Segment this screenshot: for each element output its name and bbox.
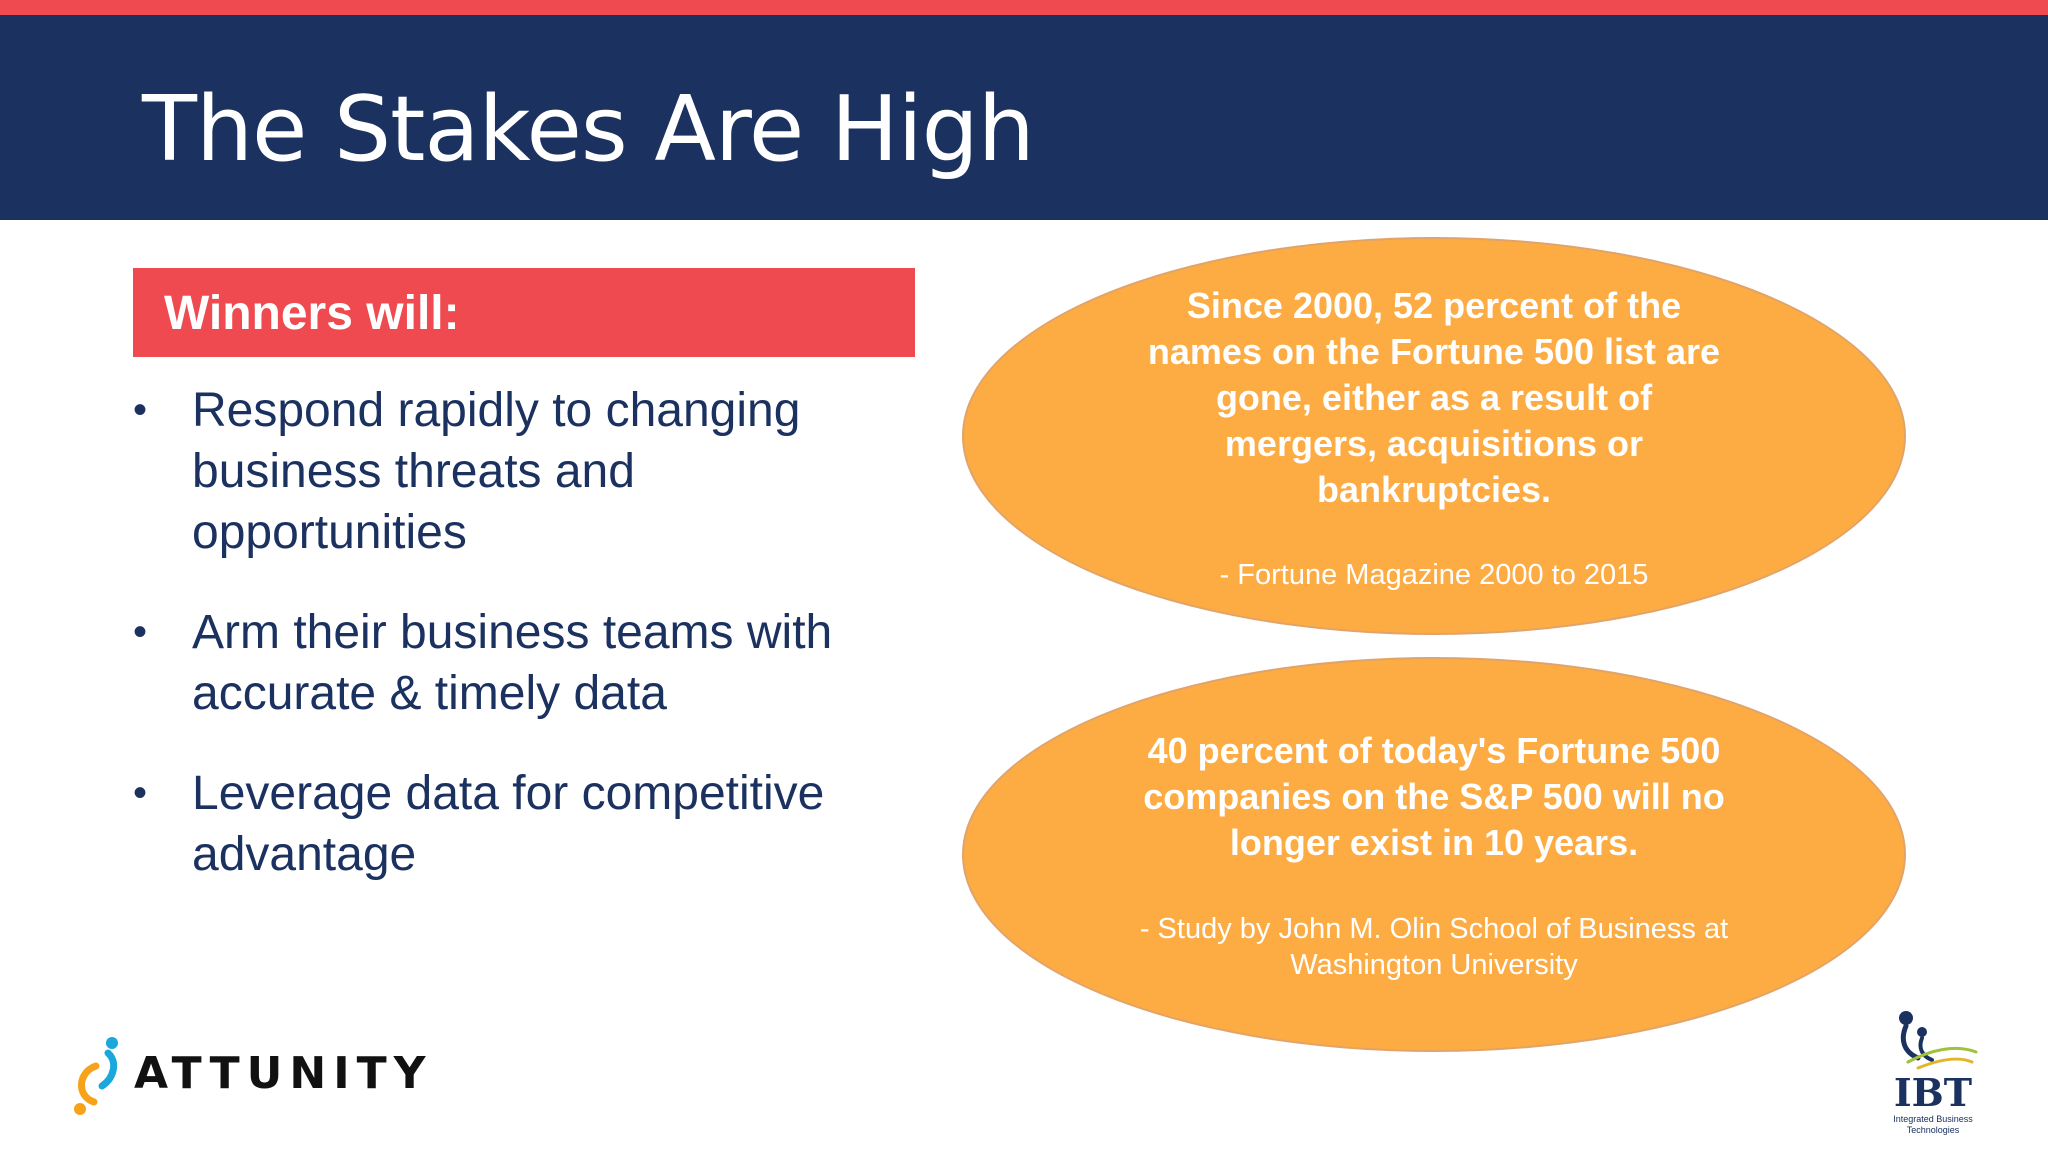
quote-line: 40 percent of today's Fortune 500 [1147,730,1721,771]
source-line: - Fortune Magazine 2000 to 2015 [1219,559,1649,591]
title-banner: The Stakes Are High [0,15,2048,220]
slide-title: The Stakes Are High [142,77,1035,182]
quote-line: names on the Fortune 500 list are [1147,331,1721,372]
winners-heading: Winners will: [164,287,460,340]
bullet-line: Arm their business teams with [192,606,833,659]
bullet-line: accurate & timely data [192,667,667,720]
quote-line: companies on the S&P 500 will no [1143,776,1725,817]
bullet-dot: • [133,610,148,654]
callout-source: - Study by John M. Olin School of Busine… [964,911,1904,983]
quote-line: mergers, acquisitions or [1224,423,1644,464]
fortune-stat-callout: Since 2000, 52 percent of the names on t… [962,237,1906,635]
attunity-swirl-icon [74,1037,118,1115]
callout-quote: Since 2000, 52 percent of the names on t… [964,283,1904,513]
bullet-item: • Leverage data for competitive advantag… [133,763,913,885]
callout-quote: 40 percent of today's Fortune 500 compan… [964,728,1904,866]
ibt-logo: IBT Integrated Business Technologies [1893,1011,1978,1135]
quote-line: bankruptcies. [1316,469,1552,510]
bullet-line: Leverage data for competitive [192,767,825,820]
bullet-item: • Arm their business teams with accurate… [133,602,913,724]
bullet-line: Respond rapidly to changing [192,384,801,437]
quote-line: gone, either as a result of [1215,377,1653,418]
top-accent-stripe [0,0,2048,15]
bullet-dot: • [133,388,148,432]
source-line: Washington University [1290,949,1578,981]
bullet-dot: • [133,771,148,815]
winners-bullet-list: • Respond rapidly to changing business t… [133,380,913,924]
winners-heading-box: Winners will: [133,268,915,357]
ibt-wordmark: IBT [1894,1070,1972,1115]
attunity-logo: ATTUNITY [68,1036,425,1116]
bullet-line: advantage [192,828,417,881]
ibt-tagline-line: Integrated Business [1893,1114,1973,1124]
ibt-tagline-line: Technologies [1907,1125,1960,1135]
quote-line: Since 2000, 52 percent of the [1186,285,1682,326]
bullet-line: opportunities [192,506,467,559]
bullet-line: business threats and [192,445,635,498]
attunity-wordmark: ATTUNITY [134,1048,433,1099]
quote-line: longer exist in 10 years. [1229,822,1639,863]
source-line: - Study by John M. Olin School of Busine… [1139,913,1729,945]
callout-source: - Fortune Magazine 2000 to 2015 [964,557,1904,593]
sp500-stat-callout: 40 percent of today's Fortune 500 compan… [962,657,1906,1052]
bullet-item: • Respond rapidly to changing business t… [133,380,913,563]
